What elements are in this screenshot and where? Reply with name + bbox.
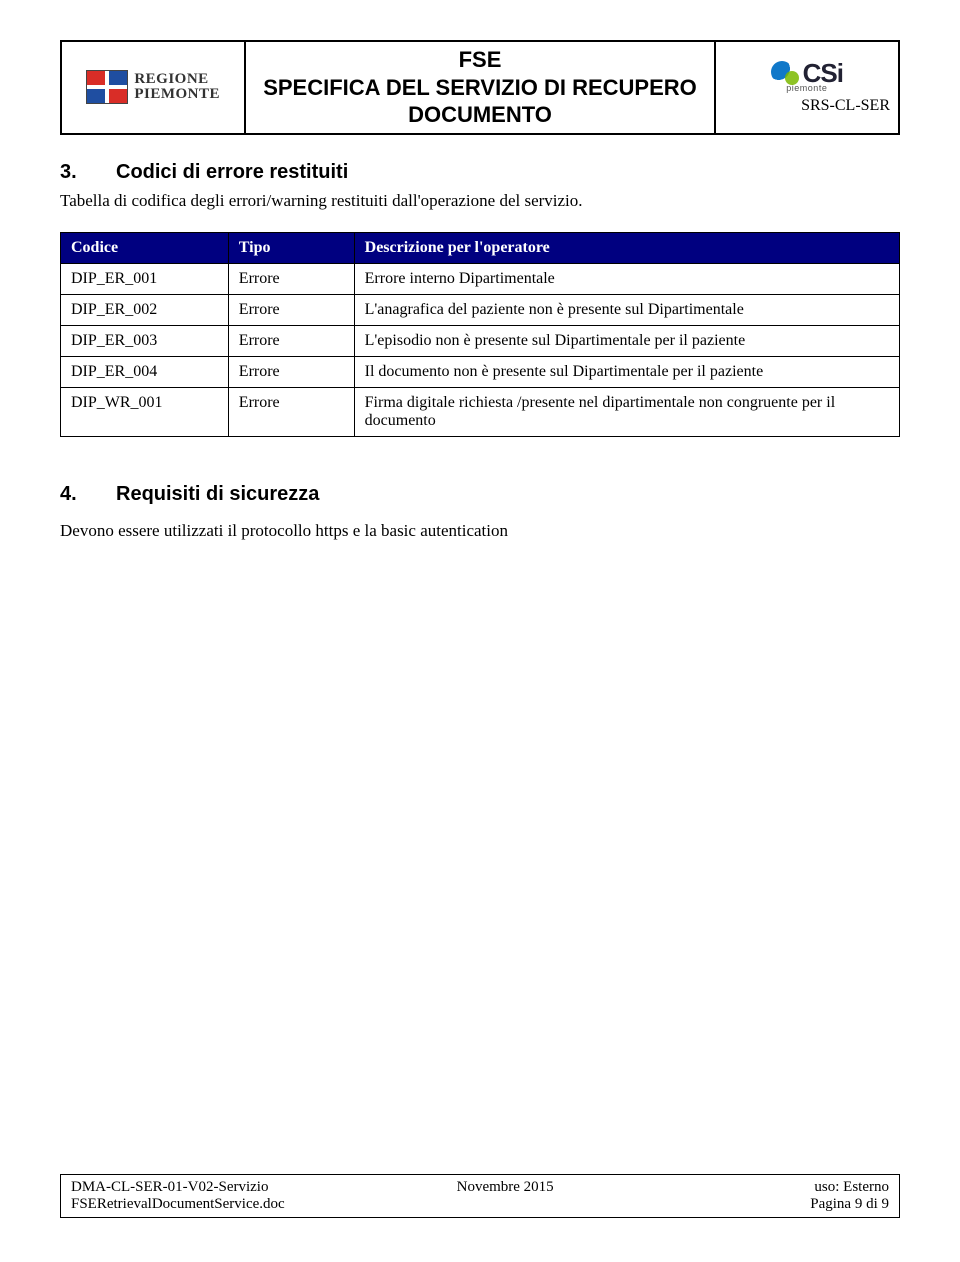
document-footer: DMA-CL-SER-01-V02-Servizio FSERetrievalD… — [60, 1174, 900, 1218]
csi-subtext: piemonte — [786, 84, 827, 93]
cell-code: DIP_ER_002 — [61, 295, 229, 326]
csi-text: CSi — [803, 60, 843, 86]
document-header: REGIONE PIEMONTE FSE SPECIFICA DEL SERVI… — [60, 40, 900, 135]
section-3-title: Codici di errore restituiti — [116, 161, 348, 184]
cell-code: DIP_ER_003 — [61, 326, 229, 357]
regione-flag-icon — [86, 70, 128, 104]
error-table-header-row: Codice Tipo Descrizione per l'operatore — [61, 233, 900, 264]
footer-left: DMA-CL-SER-01-V02-Servizio FSERetrievalD… — [61, 1175, 380, 1218]
error-col-desc: Descrizione per l'operatore — [354, 233, 899, 264]
table-row: DIP_ER_004 Errore Il documento non è pre… — [61, 357, 900, 388]
footer-center: Novembre 2015 — [379, 1175, 631, 1218]
section-4-number: 4. — [60, 483, 86, 506]
page: REGIONE PIEMONTE FSE SPECIFICA DEL SERVI… — [0, 0, 960, 1262]
title-line2: SPECIFICA DEL SERVIZIO DI RECUPERO — [254, 74, 705, 102]
table-row: DIP_WR_001 Errore Firma digitale richies… — [61, 388, 900, 437]
error-col-type: Tipo — [228, 233, 354, 264]
header-title-cell: FSE SPECIFICA DEL SERVIZIO DI RECUPERO D… — [245, 41, 714, 134]
csi-logo: CSi piemonte — [724, 60, 890, 93]
section-4-body: Devono essere utilizzati il protocollo h… — [60, 520, 900, 543]
csi-swirl-icon — [771, 61, 799, 85]
error-table-body: DIP_ER_001 Errore Errore interno Diparti… — [61, 264, 900, 437]
section-3-intro: Tabella di codifica degli errori/warning… — [60, 190, 900, 213]
section-3-number: 3. — [60, 161, 86, 184]
cell-desc: L'anagrafica del paziente non è presente… — [354, 295, 899, 326]
regione-line2: PIEMONTE — [134, 87, 220, 102]
footer-right-line1: uso: Esterno — [641, 1179, 889, 1196]
document-title: FSE SPECIFICA DEL SERVIZIO DI RECUPERO D… — [254, 46, 705, 129]
header-right-cell: CSi piemonte SRS-CL-SER — [715, 41, 899, 134]
table-row: DIP_ER_003 Errore L'episodio non è prese… — [61, 326, 900, 357]
cell-type: Errore — [228, 388, 354, 437]
header-left-cell: REGIONE PIEMONTE — [61, 41, 245, 134]
footer-right-line2: Pagina 9 di 9 — [641, 1196, 889, 1213]
section-3-heading: 3. Codici di errore restituiti — [60, 161, 900, 184]
section-4-heading: 4. Requisiti di sicurezza — [60, 483, 900, 506]
section-4-title: Requisiti di sicurezza — [116, 483, 319, 506]
regione-text: REGIONE PIEMONTE — [134, 72, 220, 102]
cell-type: Errore — [228, 295, 354, 326]
table-row: DIP_ER_001 Errore Errore interno Diparti… — [61, 264, 900, 295]
section-4: 4. Requisiti di sicurezza Devono essere … — [60, 483, 900, 543]
cell-code: DIP_ER_001 — [61, 264, 229, 295]
srs-code: SRS-CL-SER — [724, 97, 890, 115]
cell-type: Errore — [228, 326, 354, 357]
cell-type: Errore — [228, 264, 354, 295]
cell-desc: Il documento non è presente sul Dipartim… — [354, 357, 899, 388]
title-line3: DOCUMENTO — [254, 101, 705, 129]
section-3: 3. Codici di errore restituiti Tabella d… — [60, 161, 900, 438]
footer-left-line1: DMA-CL-SER-01-V02-Servizio — [71, 1179, 369, 1196]
title-line1: FSE — [254, 46, 705, 74]
cell-desc: Firma digitale richiesta /presente nel d… — [354, 388, 899, 437]
regione-logo: REGIONE PIEMONTE — [70, 70, 236, 104]
cell-code: DIP_ER_004 — [61, 357, 229, 388]
cell-code: DIP_WR_001 — [61, 388, 229, 437]
error-codes-table: Codice Tipo Descrizione per l'operatore … — [60, 232, 900, 437]
cell-desc: L'episodio non è presente sul Dipartimen… — [354, 326, 899, 357]
footer-right: uso: Esterno Pagina 9 di 9 — [631, 1175, 900, 1218]
cell-type: Errore — [228, 357, 354, 388]
footer-left-line2: FSERetrievalDocumentService.doc — [71, 1196, 369, 1213]
table-row: DIP_ER_002 Errore L'anagrafica del pazie… — [61, 295, 900, 326]
cell-desc: Errore interno Dipartimentale — [354, 264, 899, 295]
regione-line1: REGIONE — [134, 72, 220, 87]
error-col-code: Codice — [61, 233, 229, 264]
